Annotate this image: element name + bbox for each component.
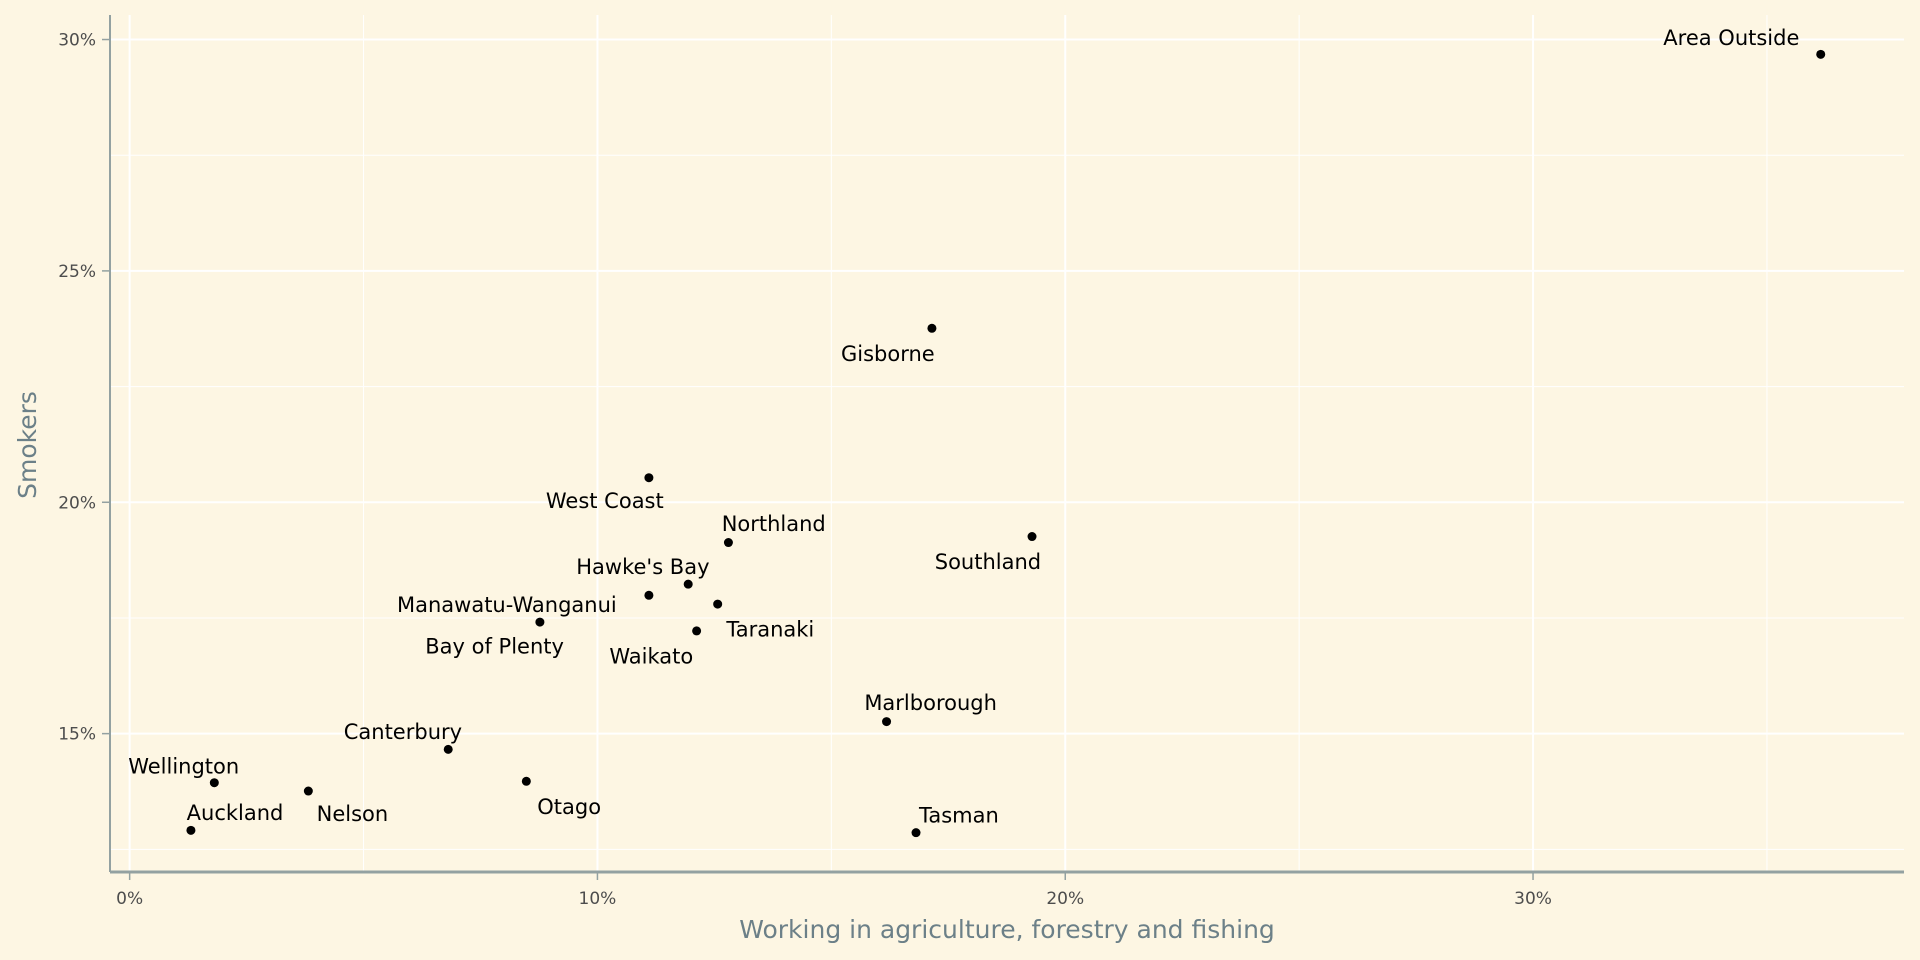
- data-point: [683, 579, 693, 589]
- data-point: [535, 617, 545, 627]
- y-axis-title: Smokers: [13, 391, 42, 499]
- data-point: [882, 717, 892, 727]
- data-point: [692, 626, 702, 636]
- point-label: Wellington: [128, 755, 239, 779]
- point-label: Waikato: [609, 644, 693, 668]
- data-point: [644, 590, 654, 600]
- data-point: [644, 473, 654, 483]
- point-label: Canterbury: [344, 720, 462, 744]
- x-tick-label: 0%: [116, 889, 143, 909]
- x-tick-label: 20%: [1046, 889, 1084, 909]
- data-point: [443, 744, 453, 754]
- y-tick-label: 15%: [58, 725, 96, 745]
- data-point: [911, 828, 921, 838]
- data-point: [186, 825, 196, 835]
- point-label: West Coast: [546, 489, 664, 513]
- point-label: Gisborne: [841, 342, 935, 366]
- data-point: [209, 778, 219, 788]
- data-point: [713, 599, 723, 609]
- x-tick-label: 30%: [1514, 889, 1552, 909]
- point-label: Hawke's Bay: [576, 555, 709, 579]
- point-label: Auckland: [187, 801, 284, 825]
- x-axis-title: Working in agriculture, forestry and fis…: [739, 915, 1275, 944]
- point-label: Otago: [537, 795, 601, 819]
- y-tick-label: 25%: [58, 262, 96, 282]
- point-labels: Area Outside Gisborne West Coast Northland S…: [128, 26, 1799, 827]
- data-point: [1027, 532, 1037, 542]
- point-label: Nelson: [317, 802, 389, 826]
- data-point: [303, 786, 313, 796]
- y-tick-label: 30%: [58, 31, 96, 51]
- gridlines: [110, 15, 1904, 872]
- data-point: [1816, 49, 1826, 59]
- point-label: Manawatu-Wanganui: [397, 593, 617, 617]
- data-points: [186, 49, 1826, 838]
- point-label: Northland: [722, 512, 826, 536]
- tick-labels: 0% 10% 20% 30% 15% 20% 25% 30%: [58, 31, 1552, 909]
- axes: [102, 15, 1904, 880]
- point-label: Marlborough: [864, 691, 997, 715]
- point-label: Southland: [935, 550, 1041, 574]
- y-tick-label: 20%: [58, 493, 96, 513]
- x-tick-label: 10%: [579, 889, 617, 909]
- data-point: [927, 323, 937, 333]
- data-point: [521, 776, 531, 786]
- point-label: Taranaki: [725, 618, 814, 642]
- data-point: [723, 538, 733, 548]
- point-label: Area Outside: [1663, 26, 1799, 50]
- point-label: Bay of Plenty: [425, 634, 564, 658]
- point-label: Tasman: [918, 803, 999, 827]
